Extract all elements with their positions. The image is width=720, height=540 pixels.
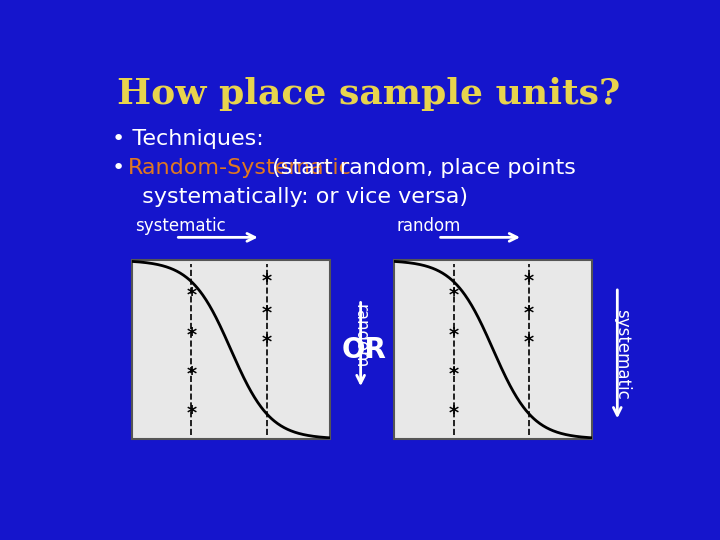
Bar: [132, 260, 330, 439]
Text: *: *: [449, 404, 459, 423]
Text: systematic: systematic: [135, 217, 225, 235]
Text: random: random: [351, 304, 369, 368]
Text: • Techniques:: • Techniques:: [112, 129, 264, 149]
Text: •: •: [112, 158, 132, 178]
Text: Random-Systematic: Random-Systematic: [128, 158, 352, 178]
Text: How place sample units?: How place sample units?: [117, 77, 621, 111]
Text: *: *: [186, 365, 197, 384]
Text: (start random, place points: (start random, place points: [265, 158, 575, 178]
Text: *: *: [261, 305, 271, 323]
Text: *: *: [186, 326, 197, 345]
Text: systematic: systematic: [613, 309, 631, 400]
Text: *: *: [186, 404, 197, 423]
Text: *: *: [523, 333, 534, 352]
Text: *: *: [261, 272, 271, 291]
Text: *: *: [186, 287, 197, 306]
Text: *: *: [523, 305, 534, 323]
Text: random: random: [397, 217, 462, 235]
Text: systematically: or vice versa): systematically: or vice versa): [128, 187, 468, 207]
Text: *: *: [449, 365, 459, 384]
Bar: [394, 260, 593, 439]
Text: *: *: [523, 272, 534, 291]
Text: OR: OR: [342, 336, 387, 363]
Bar: [394, 260, 593, 439]
Text: *: *: [449, 326, 459, 345]
Text: *: *: [261, 333, 271, 352]
Bar: [132, 260, 330, 439]
Text: *: *: [449, 287, 459, 306]
